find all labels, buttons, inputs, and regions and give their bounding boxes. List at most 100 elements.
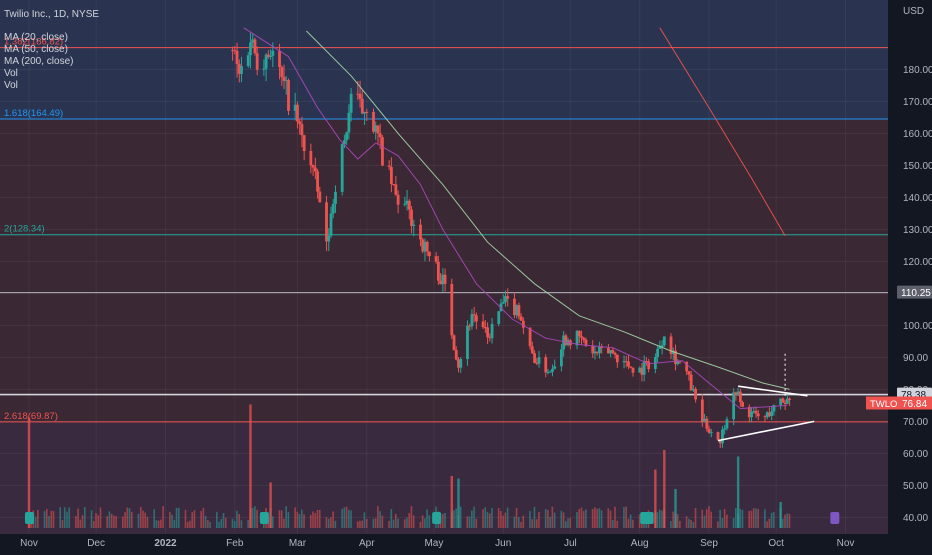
candle-body: [593, 351, 597, 354]
candle-body: [372, 111, 375, 132]
volume-bar: [63, 507, 66, 528]
candle-body: [340, 144, 344, 192]
volume-bar: [84, 507, 86, 528]
candle-body: [716, 432, 720, 440]
volume-bar: [768, 518, 771, 528]
candle-body: [553, 366, 557, 369]
trendline-triangle-upper[interactable]: [738, 385, 808, 397]
volume-bar: [61, 520, 64, 528]
volume-bar: [656, 512, 659, 528]
candle-body: [313, 167, 317, 172]
candle-body: [624, 361, 628, 363]
volume-bar: [325, 517, 328, 528]
volume-spike: [654, 469, 657, 528]
x-tick-label: Dec: [87, 538, 105, 549]
candle-body: [645, 361, 648, 363]
indicator-label[interactable]: MA (20, close): [4, 32, 68, 43]
volume-bar: [397, 518, 399, 528]
candle-body: [452, 335, 456, 351]
candle-body: [249, 42, 252, 56]
candle-body: [423, 241, 427, 252]
volume-bar: [522, 515, 525, 528]
volume-spike: [450, 476, 453, 528]
candle-body: [647, 361, 651, 369]
volume-bar: [115, 516, 117, 528]
volume-bar: [146, 516, 149, 528]
event-marker[interactable]: [259, 512, 269, 524]
volume-bar: [594, 507, 596, 528]
volume-bar: [350, 510, 352, 528]
volume-bar: [614, 506, 616, 528]
volume-bar: [363, 512, 366, 528]
x-tick-label: May: [424, 538, 443, 549]
candle-body: [497, 311, 501, 324]
candle-body: [302, 135, 306, 152]
volume-bar: [314, 513, 317, 528]
indicator-label[interactable]: MA (50, close): [4, 44, 68, 55]
volume-bar: [222, 512, 225, 528]
candle-body: [763, 416, 767, 418]
candle-body: [233, 50, 237, 52]
volume-bar: [632, 519, 634, 528]
candle-body: [772, 405, 776, 412]
volume-bar: [233, 521, 236, 528]
candle-body: [363, 111, 366, 114]
volume-bar: [231, 518, 234, 528]
event-marker[interactable]: [644, 512, 654, 524]
volume-bar: [361, 520, 364, 528]
volume-bar: [786, 513, 789, 528]
candle-body: [691, 389, 695, 391]
volume-bar: [334, 520, 337, 528]
y-tick-label: 120.00: [903, 257, 932, 268]
volume-bar: [788, 513, 791, 528]
candle-body: [486, 327, 489, 338]
trendline-triangle-lower[interactable]: [717, 420, 815, 442]
volume-spike: [269, 482, 272, 528]
volume-bar: [209, 521, 211, 528]
candle-body: [278, 50, 281, 68]
event-marker[interactable]: [432, 512, 442, 524]
volume-bar: [169, 511, 171, 528]
volume-bar: [513, 516, 516, 528]
volume-bar: [638, 514, 641, 528]
candle-body: [459, 358, 463, 368]
volume-bar: [379, 511, 381, 528]
event-marker[interactable]: [25, 512, 34, 524]
candle-body: [517, 305, 521, 317]
volume-bar: [294, 507, 296, 528]
volume-bar: [95, 513, 97, 528]
volume-bar: [144, 512, 147, 528]
indicator-label[interactable]: Vol: [4, 68, 18, 79]
volume-bar: [488, 513, 491, 528]
volume-bar: [428, 515, 431, 528]
volume-bar: [491, 508, 493, 528]
candle-body: [296, 104, 299, 122]
candle-body: [396, 194, 400, 205]
candle-body: [475, 315, 478, 322]
indicator-label[interactable]: MA (200, close): [4, 56, 73, 67]
candle-body: [689, 374, 693, 391]
candle-body: [723, 428, 727, 430]
volume-bar: [238, 514, 240, 528]
volume-bar: [251, 507, 254, 528]
candle-body: [457, 359, 460, 368]
candle-body: [736, 391, 740, 396]
volume-bar: [755, 508, 757, 528]
candle-body: [454, 350, 458, 360]
volume-bar: [155, 520, 158, 528]
candle-body: [481, 321, 485, 328]
volume-bar: [497, 508, 500, 528]
candle-body: [535, 362, 539, 364]
volume-bar: [173, 519, 176, 528]
y-tick-label: 100.00: [903, 321, 932, 332]
event-marker[interactable]: [830, 512, 840, 524]
volume-spike: [674, 489, 677, 528]
volume-bar: [408, 513, 410, 528]
y-tick-label: 160.00: [903, 129, 932, 140]
candle-body: [235, 50, 239, 64]
indicator-label[interactable]: Vol: [4, 80, 18, 91]
volume-bar: [609, 510, 612, 528]
volume-bar: [562, 512, 565, 528]
